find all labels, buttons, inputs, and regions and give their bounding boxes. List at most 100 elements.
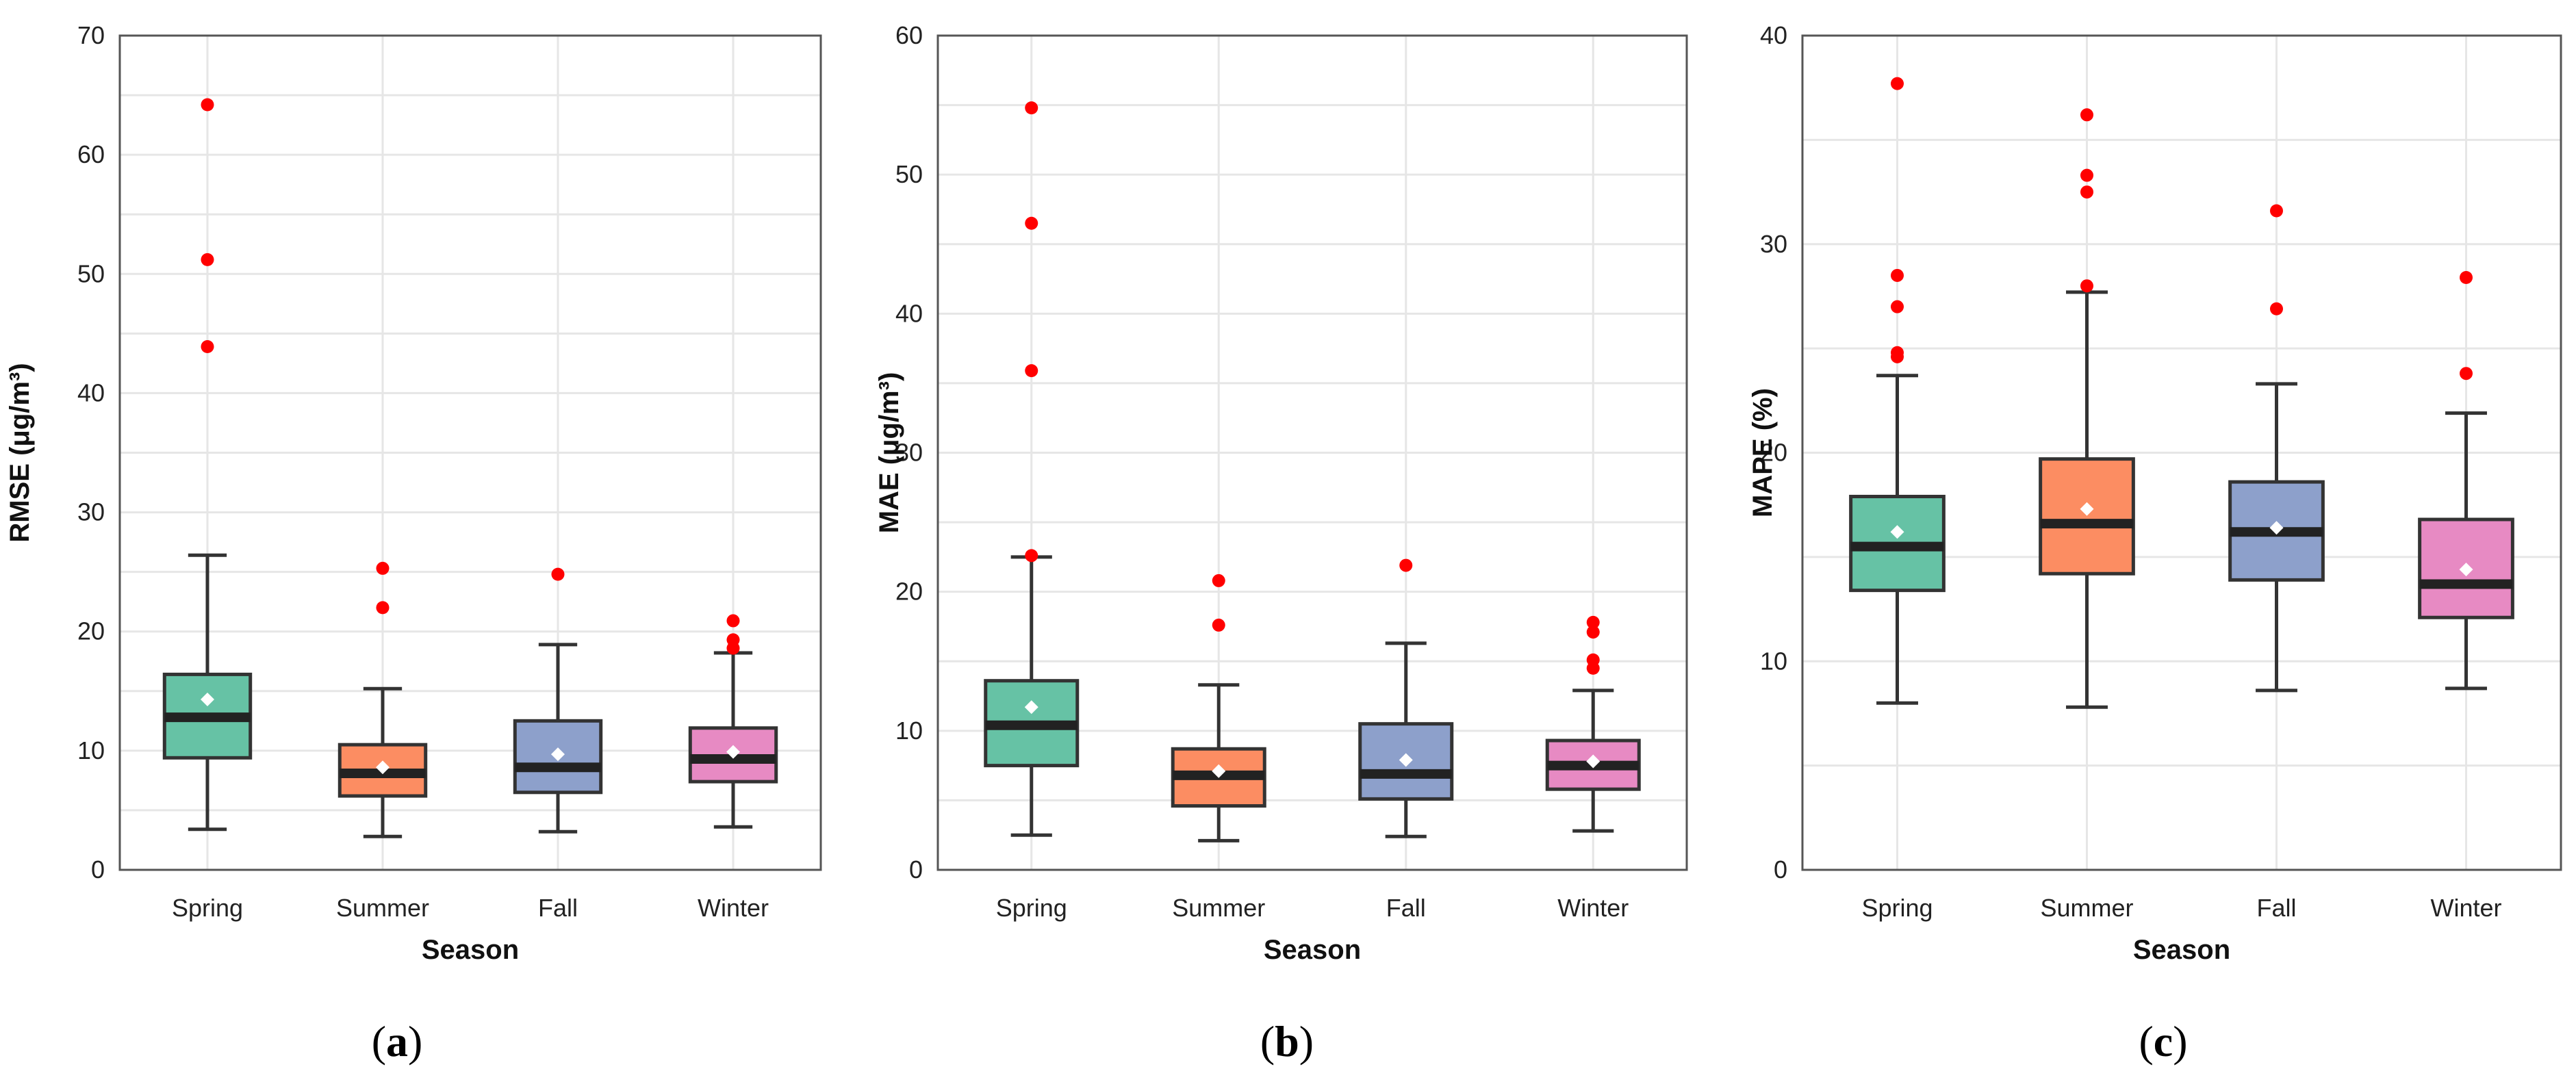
panel-c: 0 10 20 30 40 Spring Summer Fall Winter Season MAP… [1748, 21, 2562, 1066]
mean-marker [1586, 754, 1601, 769]
outlier-point [2080, 108, 2093, 122]
outlier-point [1399, 558, 1413, 572]
panel-b: 0 10 20 30 40 50 60 Spring Summer Fall Winter Seaso… [874, 21, 1688, 1066]
mean-marker [1890, 525, 1904, 539]
y-tick-label: 50 [895, 160, 923, 188]
outlier-point [2460, 271, 2473, 285]
y-tick-label: 10 [1760, 647, 1787, 675]
outlier-point [551, 567, 565, 581]
x-tick-label: Summer [336, 894, 429, 922]
panel-label-paren: ) [408, 1017, 422, 1066]
y-tick-label: 10 [895, 717, 923, 745]
x-tick-label: Summer [2040, 894, 2133, 922]
outlier-point [1891, 346, 1904, 359]
panel-label: (a) [372, 1017, 423, 1066]
panel-label-letter: b [1275, 1017, 1299, 1066]
panel-label-paren: ( [372, 1017, 386, 1066]
panel-label-paren: ( [1260, 1017, 1275, 1066]
outlier-point [1025, 364, 1038, 378]
outlier-point [1891, 300, 1904, 313]
y-tick-label: 40 [1760, 21, 1787, 49]
y-axis-title: RMSE (μg/m³) [5, 363, 35, 542]
outlier-point [2270, 204, 2283, 218]
outlier-point [376, 601, 390, 615]
panel-a: 0 10 20 30 40 50 60 70 Spring Summer Fall Winter Sea… [5, 21, 822, 1066]
panel-label-paren: ) [2173, 1017, 2187, 1066]
x-tick-label: Spring [1861, 894, 1933, 922]
mean-marker [551, 747, 565, 762]
mean-marker [1399, 753, 1413, 767]
x-tick-label: Fall [538, 894, 578, 922]
x-tick-label: Fall [2256, 894, 2296, 922]
outlier-point [1212, 618, 1225, 632]
y-axis-title: MAE (μg/m³) [874, 372, 904, 534]
y-tick-label: 30 [895, 439, 923, 467]
y-tick-label: 30 [77, 498, 105, 526]
outlier-point [376, 561, 390, 575]
outlier-point [2080, 185, 2093, 199]
mean-marker [1024, 700, 1038, 714]
outlier-point [1025, 549, 1038, 563]
mean-marker [201, 692, 214, 706]
outlier-point [726, 633, 740, 647]
mean-marker [726, 745, 740, 759]
x-tick-label: Winter [698, 894, 769, 922]
x-tick-label: Summer [1172, 894, 1265, 922]
outlier-point [1891, 77, 1904, 90]
y-axis-title: MAPE (%) [1748, 388, 1778, 517]
y-tick-label: 0 [91, 855, 105, 884]
panel-label: (b) [1260, 1017, 1314, 1066]
mean-marker [2459, 563, 2473, 577]
y-tick-label: 10 [77, 736, 105, 764]
plot-frame [118, 34, 822, 871]
y-tick-label: 40 [895, 299, 923, 327]
panel-label-letter: c [2154, 1017, 2173, 1066]
outlier-point [1586, 626, 1600, 639]
outlier-point [2080, 279, 2093, 293]
y-tick-label: 60 [895, 21, 923, 49]
x-axis-title: Season [2133, 935, 2230, 965]
mean-marker [2269, 521, 2284, 535]
outlier-point [201, 253, 214, 266]
x-tick-label: Fall [1386, 894, 1426, 922]
y-tick-label: 50 [77, 259, 105, 287]
y-tick-label: 20 [77, 617, 105, 645]
y-tick-label: 70 [77, 21, 105, 49]
outlier-point [201, 340, 214, 354]
plot-frame [936, 34, 1688, 871]
panel-label: (c) [2139, 1017, 2187, 1066]
outlier-point [1891, 268, 1904, 282]
x-tick-label: Winter [2430, 894, 2501, 922]
outlier-point [1025, 101, 1038, 115]
outlier-point [2270, 302, 2283, 315]
outlier-point [1025, 216, 1038, 230]
y-tick-label: 20 [895, 578, 923, 606]
x-axis-title: Season [1264, 935, 1361, 965]
outlier-point [1212, 574, 1225, 587]
outlier-point [2460, 367, 2473, 381]
x-tick-label: Spring [996, 894, 1067, 922]
y-tick-label: 60 [77, 140, 105, 168]
panel-label-paren: ) [1299, 1017, 1314, 1066]
mean-marker [376, 760, 390, 775]
x-axis-title: Season [422, 935, 519, 965]
outlier-point [201, 98, 214, 112]
panel-label-paren: ( [2139, 1017, 2153, 1066]
y-tick-label: 0 [909, 855, 923, 884]
outlier-point [1586, 615, 1600, 629]
x-tick-label: Spring [172, 894, 243, 922]
mean-marker [2080, 502, 2094, 516]
panel-label-letter: a [386, 1017, 408, 1066]
y-tick-label: 20 [1760, 439, 1787, 467]
y-tick-label: 0 [1774, 855, 1787, 884]
outlier-point [726, 614, 740, 628]
y-tick-label: 30 [1760, 230, 1787, 258]
outlier-point [1586, 653, 1600, 667]
outlier-point [2080, 168, 2093, 182]
mean-marker [1212, 764, 1226, 778]
box-summer [2039, 457, 2135, 576]
x-tick-label: Winter [1557, 894, 1629, 922]
y-tick-label: 40 [77, 378, 105, 407]
plot-frame [1801, 34, 2562, 871]
